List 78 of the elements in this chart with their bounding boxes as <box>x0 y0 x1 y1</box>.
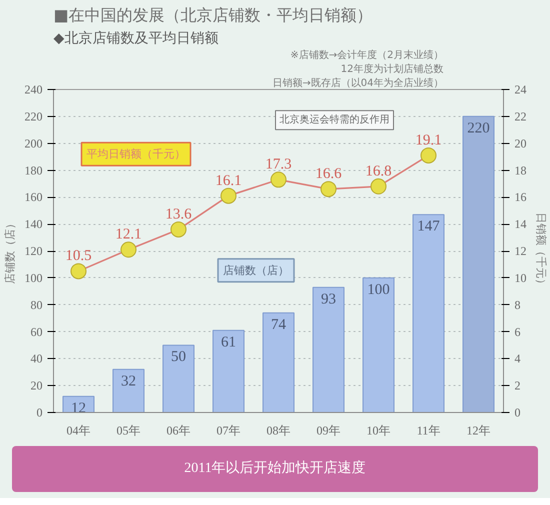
y-tick-label: 80 <box>30 298 42 312</box>
x-tick-label: 07年 <box>216 424 240 438</box>
data-label: 147 <box>417 218 440 235</box>
y2-tick-label: 24 <box>514 82 526 96</box>
x-tick-label: 10年 <box>366 424 390 438</box>
y2-tick-label: 10 <box>514 270 526 285</box>
data-label: 19.1 <box>415 132 442 148</box>
data-label: 61 <box>221 334 236 350</box>
data-label: 17.3 <box>265 156 292 173</box>
y2-tick-label: 6 <box>514 324 520 339</box>
y-tick-label: 40 <box>30 352 42 366</box>
y-tick-label: 180 <box>24 163 42 178</box>
text: 日销额→既存店（以04年为全店业绩） <box>272 77 444 89</box>
y-tick-label: 240 <box>24 82 42 96</box>
y-tick-label: 220 <box>24 109 42 124</box>
y2-tick-label: 0 <box>514 406 520 420</box>
x-tick-label: 11年 <box>416 424 440 438</box>
text: 2011年以后开始加快开店速度 <box>184 459 366 478</box>
data-label: 13.6 <box>165 206 192 222</box>
point <box>270 172 286 188</box>
y-tick-label: 0 <box>36 406 42 420</box>
y-tick-label: 100 <box>24 270 42 285</box>
data-label: 16.6 <box>315 166 342 182</box>
text: 店铺数（店） <box>223 264 289 277</box>
bar <box>362 277 394 412</box>
bar <box>112 368 144 412</box>
y2-tick-label: 4 <box>514 352 520 366</box>
point <box>70 263 86 280</box>
data-label: 93 <box>321 291 336 308</box>
x-tick-label: 05年 <box>116 424 140 438</box>
data-label: 12.1 <box>115 226 142 243</box>
data-label: 10.5 <box>65 248 92 264</box>
y-tick-label: 140 <box>24 217 42 232</box>
data-label: 16.8 <box>365 163 392 180</box>
y-tick-label: 120 <box>24 244 42 258</box>
y2-tick-label: 22 <box>514 109 526 124</box>
y2-tick-label: 12 <box>514 244 526 258</box>
bar <box>412 214 444 412</box>
annotation: 北京奥运会特需的反作用 <box>280 114 390 126</box>
y2-axis-title: 日销额（千元） <box>534 212 548 290</box>
data-label: 32 <box>121 373 136 390</box>
point <box>420 147 436 164</box>
point <box>220 188 236 204</box>
point <box>370 178 386 194</box>
x-tick-label: 08年 <box>266 424 290 438</box>
y2-tick-label: 16 <box>514 190 526 204</box>
chart-subtitle: ◆北京店铺数及平均日销额 <box>54 30 218 46</box>
x-tick-label: 09年 <box>316 424 340 438</box>
y2-tick-label: 18 <box>514 163 526 178</box>
bar <box>312 286 344 412</box>
y-tick-label: 160 <box>24 190 42 204</box>
point <box>320 181 336 198</box>
text: ※店铺数→会计年度（2月末业绩） <box>290 49 444 61</box>
data-label: 16.1 <box>215 172 242 189</box>
y-tick-label: 200 <box>24 136 42 150</box>
bar <box>262 312 294 412</box>
text: 平均日销额（千元） <box>86 148 186 161</box>
point <box>120 242 136 258</box>
y2-tick-label: 8 <box>514 298 520 312</box>
data-label: 220 <box>467 120 490 136</box>
y-tick-label: 60 <box>30 324 42 339</box>
x-tick-label: 04年 <box>66 424 90 438</box>
bar <box>162 344 194 412</box>
x-tick-label: 06年 <box>166 424 190 438</box>
x-tick-label: 12年 <box>466 424 490 438</box>
y2-tick-label: 14 <box>514 217 526 232</box>
y2-tick-label: 2 <box>514 378 520 393</box>
chart-title: ■在中国的发展（北京店铺数・平均日销额） <box>54 6 373 24</box>
data-label: 50 <box>171 349 186 366</box>
text: 12年度为计划店铺总数 <box>340 63 444 75</box>
bar <box>212 330 244 412</box>
y2-tick-label: 20 <box>514 136 526 150</box>
bar <box>462 116 494 412</box>
y-axis-title: 店铺数（店） <box>4 218 16 284</box>
y-tick-label: 20 <box>30 378 42 393</box>
data-label: 74 <box>271 316 286 333</box>
data-label: 100 <box>367 282 390 298</box>
point <box>170 221 186 238</box>
